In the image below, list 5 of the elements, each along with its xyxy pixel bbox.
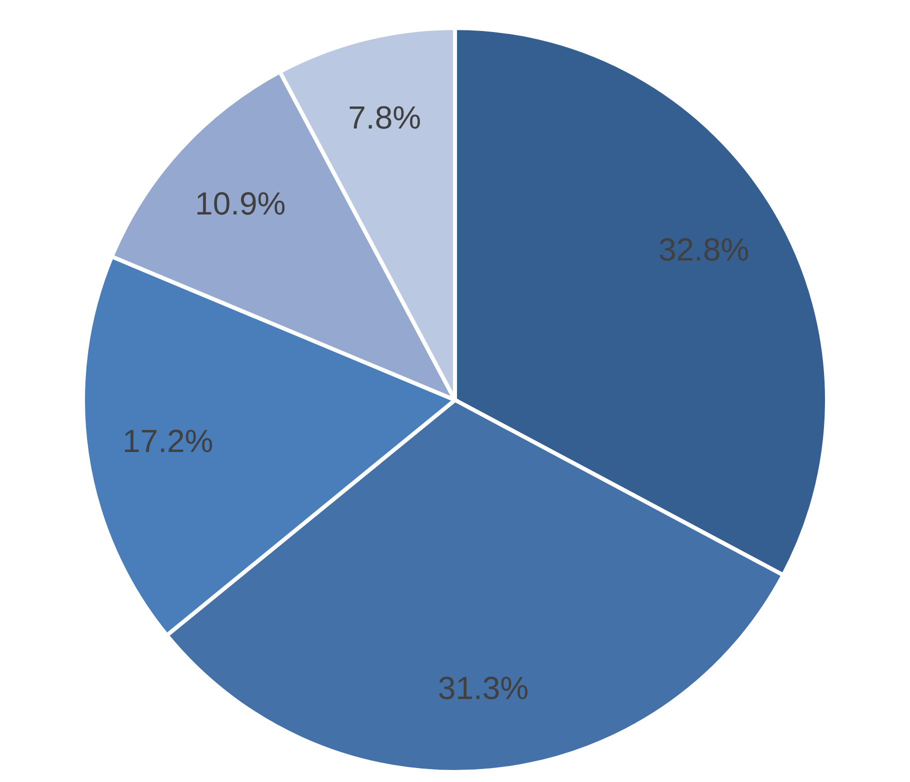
data-label: 31.3% <box>438 670 529 706</box>
data-label: 17.2% <box>122 422 214 459</box>
data-label: 10.9% <box>195 186 286 222</box>
data-label: 7.8% <box>348 100 422 136</box>
data-label: 32.8% <box>658 232 750 268</box>
